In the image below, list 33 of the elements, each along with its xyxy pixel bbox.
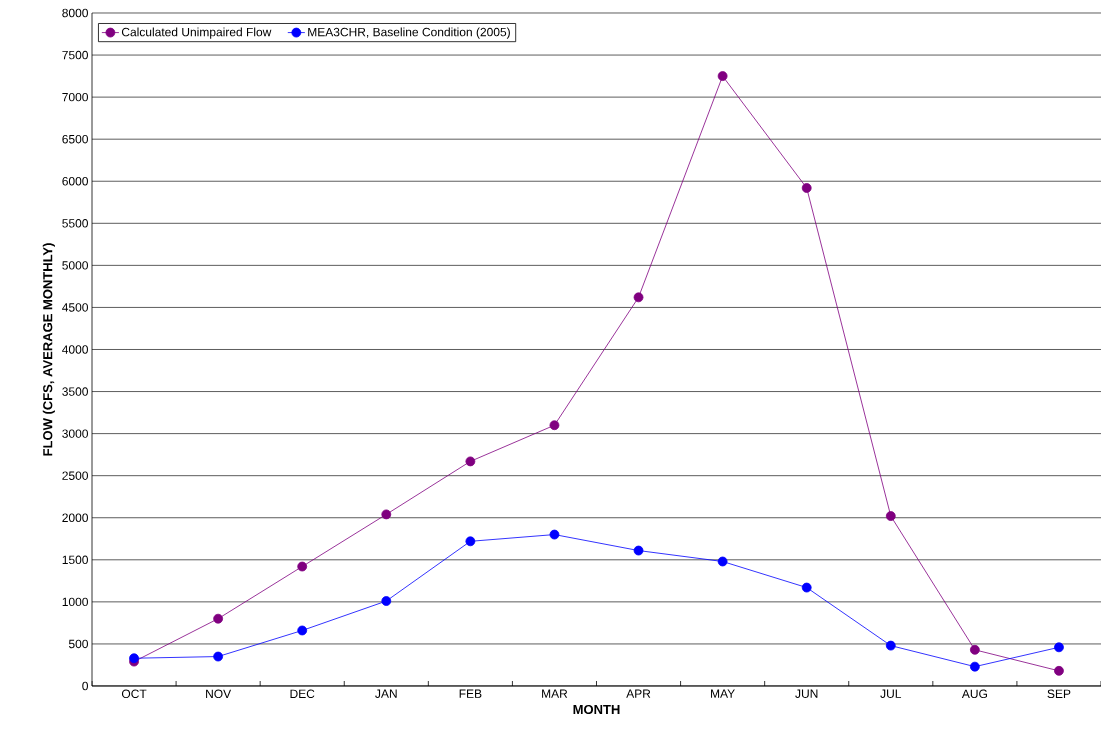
x-tick-label: MAR [542, 689, 568, 698]
y-tick-label: 1500 [62, 555, 88, 565]
y-tick-label: 7000 [62, 92, 88, 102]
x-tick-label: SEP [1047, 689, 1071, 699]
x-tick-label: OCT [121, 689, 147, 699]
y-tick-label: 7500 [62, 50, 88, 60]
y-tick-label: 1000 [62, 597, 88, 607]
y-tick-label: 0 [82, 681, 88, 691]
legend-label: MEA3CHR, Baseline Condition (2005) [308, 27, 510, 39]
y-tick-label: 2000 [62, 513, 88, 522]
x-tick-label: JUN [795, 689, 818, 698]
y-tick-label: 3500 [62, 387, 88, 396]
y-tick-label: 6500 [62, 134, 88, 144]
y-tick-label: 4500 [62, 303, 88, 312]
y-tick-label: 5000 [62, 261, 88, 270]
y-tick-label: 2500 [62, 471, 88, 480]
x-tick-label: MAY [711, 689, 735, 698]
y-tick-label: 3000 [62, 429, 88, 438]
legend-label: Calculated Unimpaired Flow [121, 27, 272, 39]
y-axis-title: FLOW (CFS, AVERAGE MONTHLY) [42, 243, 55, 456]
y-tick-label: 5500 [62, 219, 88, 228]
x-tick-label: DEC [290, 689, 315, 699]
x-tick-label: AUG [961, 689, 987, 699]
x-tick-label: JAN [375, 689, 397, 698]
x-tick-label: JUL [880, 689, 902, 698]
x-tick-label: NOV [206, 689, 232, 699]
y-tick-label: 8000 [62, 8, 88, 18]
x-tick-label: FEB [459, 689, 482, 698]
y-tick-label: 4000 [62, 345, 88, 354]
y-tick-label: 6000 [62, 177, 88, 186]
x-tick-label: APR [626, 689, 651, 698]
y-tick-label: 500 [68, 639, 88, 649]
x-axis-title: MONTH [573, 704, 620, 715]
